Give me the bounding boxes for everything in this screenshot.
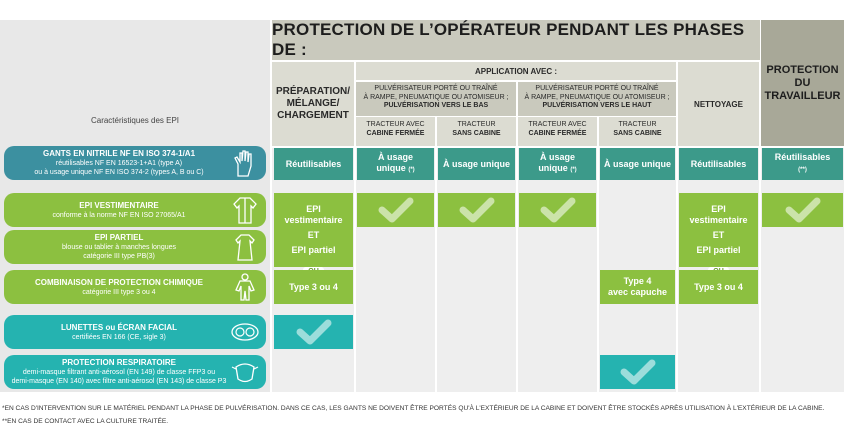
header-pulv-bas: PULVÉRISATEUR PORTÉ OU TRAÎNÉ À RAMPE, PN… [356,82,516,116]
cell-gants-nettoyage: Réutilisables [679,148,758,180]
header-preparation: PRÉPARATION/MÉLANGE/CHARGEMENT [272,62,354,146]
col-sep [435,82,437,392]
gloves-icon [228,148,262,178]
cell-epi-nettoyage: EPI vestimentaire ET EPI partiel [679,193,758,267]
cell-epi-vest-pb-sans [438,193,515,227]
header-tracteur-sans-2: TRACTEUR SANS CABINE [599,117,676,146]
cell-epi-vest-pb-fermee [357,193,434,227]
row-combinaison: COMBINAISON DE PROTECTION CHIMIQUE catégo… [4,270,266,304]
cell-gants-prep: Réutilisables [274,148,353,180]
cell-lunettes-prep [274,315,353,349]
apron-icon [228,232,262,262]
mask-icon [228,357,262,387]
cell-resp-ph-sans [600,355,675,389]
col-sep [516,82,518,392]
row-epi-partiel: EPI PARTIEL blouse ou tablier à manches l… [4,230,266,264]
cell-epi-vest-ph-fermee [519,193,596,227]
header-nettoyage: NETTOYAGE [678,62,759,146]
row-gants: GANTS EN NITRILE NF EN ISO 374-1/A1 réuti… [4,146,266,180]
cell-epi-vest-travailleur [762,193,843,227]
col-sep [759,20,761,392]
cell-gants-travailleur: Réutilisables (**) [762,148,843,180]
check-icon [620,359,655,385]
footnote-1: *EN CAS D'INTERVENTION SUR LE MATÉRIEL P… [2,405,825,412]
check-icon [378,197,413,223]
row-epi-vestimentaire: EPI VESTIMENTAIRE conforme à la norme NF … [4,193,266,227]
check-icon [785,197,820,223]
goggles-icon [228,317,262,347]
cell-epi-prep: EPI vestimentaire ET EPI partiel [274,193,353,267]
header-tracteur-fermee-2: TRACTEUR AVEC CABINE FERMÉE [518,117,597,146]
header-application: APPLICATION AVEC : [356,62,676,80]
row-lunettes: LUNETTES ou ÉCRAN FACIAL certifiées EN 16… [4,315,266,349]
header-tracteur-sans-1: TRACTEUR SANS CABINE [437,117,516,146]
cell-comb-ph-sans: Type 4 avec capuche [600,270,675,304]
header-pulv-haut: PULVÉRISATEUR PORTÉ OU TRAÎNÉ À RAMPE, PN… [518,82,676,116]
cell-gants-pb-fermee: À usage unique (*) [357,148,434,180]
header-tracteur-fermee-1: TRACTEUR AVEC CABINE FERMÉE [356,117,435,146]
col-sep [354,62,356,392]
cell-gants-ph-sans: À usage unique [600,148,675,180]
cell-comb-nettoyage: Type 3 ou 4 [679,270,758,304]
check-icon [296,319,331,345]
cell-gants-ph-fermee: À usage unique (*) [519,148,596,180]
col-sep [597,117,599,392]
col-sep [676,62,678,392]
check-icon [540,197,575,223]
coat-icon [228,195,262,225]
cell-gants-pb-sans: À usage unique [438,148,515,180]
check-icon [459,197,494,223]
cell-comb-prep: Type 3 ou 4 [274,270,353,304]
header-protection-travailleur: PROTECTION DU TRAVAILLEUR [761,20,844,146]
epi-characteristics-label: Caractéristiques des EPI [90,116,180,125]
suit-icon [228,272,262,302]
row-respiratoire: PROTECTION RESPIRATOIRE demi-masque filtr… [4,355,266,389]
footnote-2: **EN CAS DE CONTACT AVEC LA CULTURE TRAI… [2,418,169,425]
page-title: PROTECTION DE L’OPÉRATEUR PENDANT LES PH… [272,20,760,60]
